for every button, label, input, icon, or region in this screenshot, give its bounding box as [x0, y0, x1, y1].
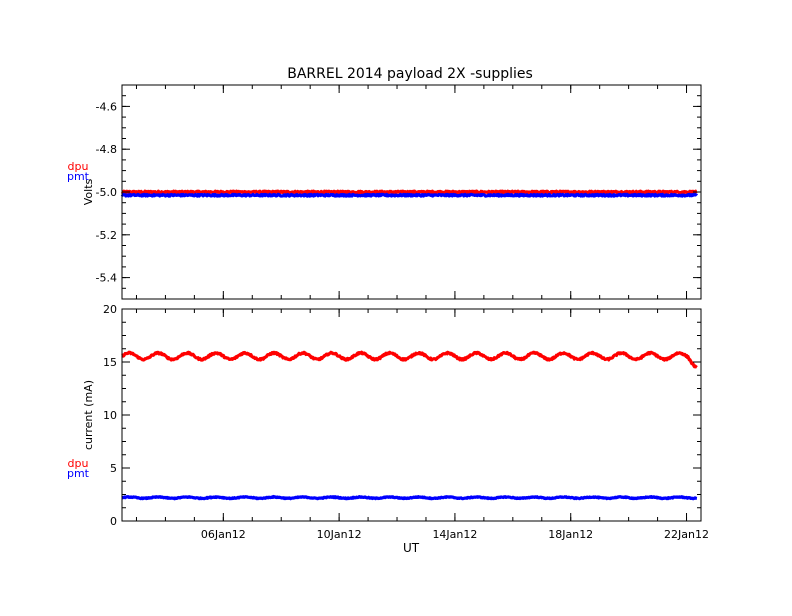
- x-tick-label: 10Jan12: [317, 528, 362, 541]
- y-axis-label: Volts: [82, 178, 95, 205]
- chart-panel-2: 0 5 10 15 20 06Jan12 10Jan12 14Jan12 18Jan12 22Ja…: [67, 303, 709, 541]
- series-line-dpu: [120, 189, 698, 195]
- series-line-pmt: [120, 495, 698, 501]
- x-tick-label: 18Jan12: [548, 528, 593, 541]
- series-line-dpu: [120, 350, 698, 369]
- x-tick-label: 14Jan12: [432, 528, 477, 541]
- y-axis-label: current (mA): [82, 380, 95, 450]
- chart-title: BARREL 2014 payload 2X -supplies: [287, 66, 533, 82]
- y-tick-label: 10: [103, 409, 117, 422]
- x-axis-label: UT: [403, 541, 420, 555]
- chart-panels: -5.4-5.2-5.0-4.8-4.6Voltsdpupmt051015200…: [67, 84, 709, 541]
- legend-entry-pmt: pmt: [67, 467, 90, 480]
- x-tick-label: 22Jan12: [664, 528, 709, 541]
- y-tick-label: -4.6: [96, 100, 117, 113]
- y-tick-label: 0: [110, 515, 117, 528]
- y-tick-label: 15: [103, 356, 117, 369]
- series-line-pmt: [120, 192, 699, 198]
- y-tick-label: -4.8: [96, 143, 117, 156]
- x-tick-label: 06Jan12: [201, 528, 246, 541]
- y-tick-label: -5.4: [96, 272, 117, 285]
- legend-entry-pmt: pmt: [67, 170, 90, 183]
- y-tick-label: 5: [110, 462, 117, 475]
- y-tick-label: -5.2: [96, 229, 117, 242]
- legend-entry-dpu: dpu: [68, 160, 89, 173]
- y-tick-label: 20: [103, 303, 117, 316]
- y-tick-label: -5.0: [96, 186, 117, 199]
- legend-entry-dpu: dpu: [68, 457, 89, 470]
